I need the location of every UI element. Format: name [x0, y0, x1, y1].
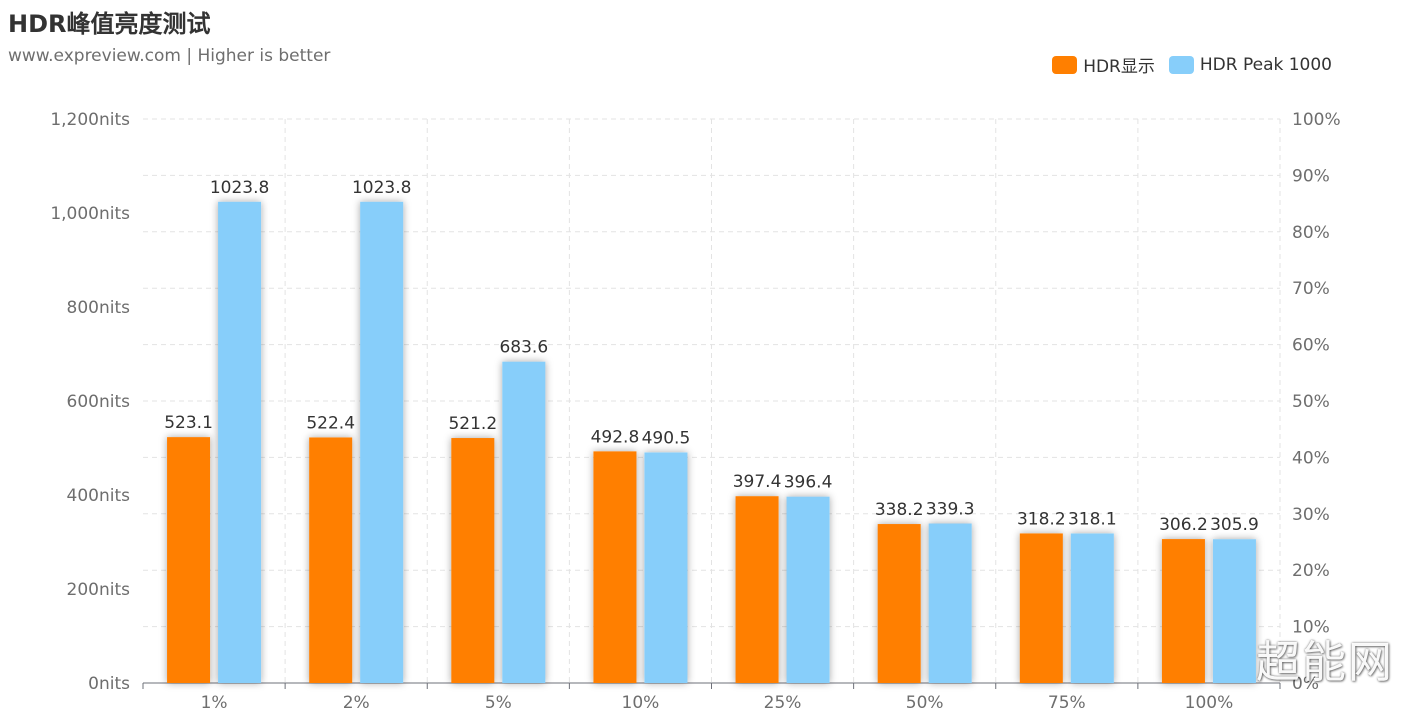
legend-swatch [1168, 55, 1194, 74]
y-axis-tick-label: 1,000nits [50, 204, 130, 224]
bar-value-label: 521.2 [448, 414, 497, 434]
x-axis-tick-label: 25% [764, 693, 802, 713]
legend-item-hdr-display[interactable]: HDR显示 [1052, 52, 1155, 77]
legend: HDR显示 HDR Peak 1000 [1038, 52, 1332, 77]
bar-hdr-display[interactable] [735, 496, 779, 683]
y-axis-tick-label: 800nits [67, 298, 131, 318]
y-axis-tick-label: 600nits [67, 392, 131, 412]
legend-item-hdr-peak-1000[interactable]: HDR Peak 1000 [1168, 54, 1332, 75]
bar-hdr-display[interactable] [593, 451, 637, 683]
bar-value-label: 338.2 [875, 500, 924, 520]
bar-hdr-peak-1000[interactable] [502, 361, 546, 683]
legend-label: HDR Peak 1000 [1199, 54, 1332, 75]
x-axis-tick-label: 5% [485, 693, 512, 713]
bar-hdr-display[interactable] [309, 437, 353, 683]
bar-value-label: 523.1 [164, 413, 213, 433]
bar-hdr-peak-1000[interactable] [928, 523, 972, 683]
bar-hdr-peak-1000[interactable] [1212, 539, 1256, 683]
bar-hdr-display[interactable] [1019, 533, 1063, 683]
data-labels: 523.1 522.4 521.2 492.8 397.4 338.2 318.2 306.2… [164, 178, 1259, 535]
y-axis-tick-label: 1,200nits [50, 110, 130, 130]
y-axis-tick-label: 200nits [67, 580, 131, 600]
bar-value-label: 1023.8 [210, 178, 269, 198]
y2-axis-tick-label: 20% [1292, 561, 1330, 581]
y2-axis-tick-label: 30% [1292, 505, 1330, 525]
y2-axis-tick-label: 0% [1292, 674, 1319, 694]
bar-hdr-peak-1000[interactable] [1070, 533, 1114, 683]
bar-hdr-peak-1000[interactable] [218, 201, 262, 683]
bar-value-label: 306.2 [1159, 515, 1208, 535]
x-axis-tick-label: 2% [343, 693, 370, 713]
bar-hdr-display[interactable] [877, 524, 921, 683]
y2-axis-tick-label: 70% [1292, 279, 1330, 299]
bar-value-label: 318.2 [1017, 509, 1066, 529]
bar-value-label: 683.6 [499, 338, 548, 358]
bar-value-label: 305.9 [1210, 515, 1259, 535]
bar-hdr-display[interactable] [167, 437, 211, 683]
x-axis-tick-label: 100% [1185, 693, 1234, 713]
bar-value-label: 318.1 [1068, 509, 1117, 529]
bar-value-label: 396.4 [784, 473, 833, 493]
y2-axis-tick-label: 60% [1292, 336, 1330, 356]
watermark-logo: 超能网 [1256, 637, 1394, 688]
y2-axis-tick-label: 50% [1292, 392, 1330, 412]
bar-hdr-display[interactable] [451, 438, 495, 683]
bar-value-label: 490.5 [642, 428, 691, 448]
bar-hdr-peak-1000[interactable] [644, 452, 688, 683]
y2-axis-tick-label: 100% [1292, 110, 1341, 130]
y2-axis-tick-label: 90% [1292, 166, 1330, 186]
y2-axis-tick-label: 40% [1292, 448, 1330, 468]
bar-hdr-peak-1000[interactable] [786, 496, 830, 683]
y-axis-tick-label: 0nits [88, 674, 130, 694]
bar-value-label: 1023.8 [352, 178, 411, 198]
bar-hdr-peak-1000[interactable] [360, 201, 404, 683]
x-axis-tick-label: 1% [201, 693, 228, 713]
chart-subtitle: www.expreview.com | Higher is better [8, 46, 331, 66]
bars [167, 201, 1256, 683]
x-axis-tick-label: 10% [622, 693, 660, 713]
y2-axis-tick-label: 10% [1292, 618, 1330, 638]
bar-hdr-display[interactable] [1161, 539, 1205, 683]
bar-value-label: 397.4 [733, 472, 782, 492]
bar-value-label: 339.3 [926, 500, 975, 520]
bar-value-label: 522.4 [306, 413, 355, 433]
x-axis-tick-label: 75% [1048, 693, 1086, 713]
x-axis-tick-label: 50% [906, 693, 944, 713]
legend-swatch [1052, 55, 1078, 74]
chart-title: HDR峰值亮度测试 [8, 10, 211, 38]
bar-value-label: 492.8 [591, 427, 640, 447]
y-axis-tick-label: 400nits [67, 486, 131, 506]
y2-axis-tick-label: 80% [1292, 223, 1330, 243]
legend-label: HDR显示 [1083, 57, 1155, 77]
